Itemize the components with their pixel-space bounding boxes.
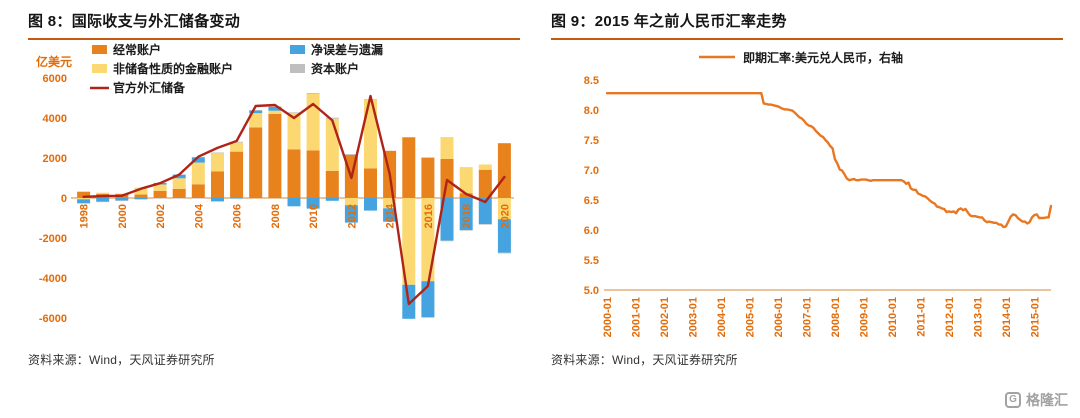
svg-text:2000: 2000 bbox=[117, 204, 129, 228]
svg-text:2020: 2020 bbox=[499, 204, 511, 228]
figure-8-source-note: 资料来源：Wind，天风证券研究所 bbox=[28, 353, 215, 367]
svg-text:2006: 2006 bbox=[232, 204, 244, 228]
svg-text:7.0: 7.0 bbox=[584, 165, 599, 177]
svg-text:资本账户: 资本账户 bbox=[311, 61, 359, 76]
svg-text:-4000: -4000 bbox=[39, 273, 67, 285]
svg-text:2014-01: 2014-01 bbox=[1001, 297, 1013, 337]
svg-text:7.5: 7.5 bbox=[584, 135, 599, 147]
svg-text:2015-01: 2015-01 bbox=[1029, 297, 1041, 337]
svg-text:2012-01: 2012-01 bbox=[944, 297, 956, 337]
svg-text:8.0: 8.0 bbox=[584, 105, 599, 117]
svg-text:2013-01: 2013-01 bbox=[972, 297, 984, 337]
svg-text:2000-01: 2000-01 bbox=[602, 297, 614, 337]
svg-text:2004-01: 2004-01 bbox=[716, 297, 728, 337]
svg-text:6000: 6000 bbox=[43, 73, 67, 85]
svg-text:净误差与遗漏: 净误差与遗漏 bbox=[311, 42, 383, 57]
svg-text:8.5: 8.5 bbox=[584, 75, 599, 87]
svg-text:2010: 2010 bbox=[308, 204, 320, 228]
svg-text:6.0: 6.0 bbox=[584, 225, 599, 237]
figure-9-title: 图 9：2015 年之前人民币汇率走势 bbox=[551, 13, 787, 30]
svg-text:即期汇率:美元兑人民币，右轴: 即期汇率:美元兑人民币，右轴 bbox=[743, 50, 903, 65]
figure-9-source-note: 资料来源：Wind，天风证券研究所 bbox=[551, 353, 738, 367]
svg-text:2000: 2000 bbox=[43, 153, 67, 165]
svg-text:经常账户: 经常账户 bbox=[113, 42, 161, 57]
svg-text:-6000: -6000 bbox=[39, 313, 67, 325]
svg-text:0: 0 bbox=[61, 193, 67, 205]
bop-reserves-chart: 6000 4000 2000 0 -2000 -4000 -6000 亿美元 1998 2000 2… bbox=[36, 42, 514, 325]
svg-text:2016: 2016 bbox=[423, 204, 435, 228]
svg-text:2008: 2008 bbox=[270, 204, 282, 228]
svg-text:1998: 1998 bbox=[79, 204, 91, 228]
svg-text:2011-01: 2011-01 bbox=[915, 297, 927, 337]
svg-text:亿美元: 亿美元 bbox=[36, 54, 72, 69]
svg-text:2010-01: 2010-01 bbox=[887, 297, 899, 337]
svg-text:2002-01: 2002-01 bbox=[659, 297, 671, 337]
gelonghui-logo-icon: G bbox=[1005, 392, 1021, 408]
svg-text:2005-01: 2005-01 bbox=[745, 297, 757, 337]
figure-8-title: 图 8：国际收支与外汇储备变动 bbox=[28, 13, 241, 30]
figure-8-panel: 图 8：国际收支与外汇储备变动 6000 4000 2000 0 -2000 -4000 -… bbox=[28, 10, 520, 368]
svg-text:非储备性质的金融账户: 非储备性质的金融账户 bbox=[113, 61, 233, 76]
svg-text:2018: 2018 bbox=[461, 204, 473, 228]
svg-text:2006-01: 2006-01 bbox=[773, 297, 785, 337]
svg-text:2012: 2012 bbox=[346, 204, 358, 228]
svg-text:5.0: 5.0 bbox=[584, 285, 599, 297]
svg-text:2014: 2014 bbox=[385, 203, 397, 228]
figure-9-title-rule bbox=[551, 38, 1063, 40]
svg-text:-2000: -2000 bbox=[39, 233, 67, 245]
svg-text:4000: 4000 bbox=[43, 113, 67, 125]
gelonghui-logo: G 格隆汇 bbox=[1005, 390, 1068, 410]
figure-9-panel: 图 9：2015 年之前人民币汇率走势 8.5 8.0 7.5 7.0 6.5 6.0 5.… bbox=[551, 10, 1063, 368]
svg-text:官方外汇储备: 官方外汇储备 bbox=[113, 80, 186, 95]
svg-text:2003-01: 2003-01 bbox=[688, 297, 700, 337]
svg-text:6.5: 6.5 bbox=[584, 195, 599, 207]
svg-text:2008-01: 2008-01 bbox=[830, 297, 842, 337]
gelonghui-logo-text: 格隆汇 bbox=[1026, 392, 1068, 408]
gelonghui-logo-letter: G bbox=[1009, 394, 1017, 405]
figure-8-title-rule bbox=[28, 38, 520, 40]
svg-text:5.5: 5.5 bbox=[584, 255, 599, 267]
svg-text:2001-01: 2001-01 bbox=[631, 297, 643, 337]
svg-text:2004: 2004 bbox=[193, 203, 205, 228]
svg-text:2002: 2002 bbox=[155, 204, 167, 228]
svg-text:2007-01: 2007-01 bbox=[801, 297, 813, 337]
svg-text:2009-01: 2009-01 bbox=[858, 297, 870, 337]
